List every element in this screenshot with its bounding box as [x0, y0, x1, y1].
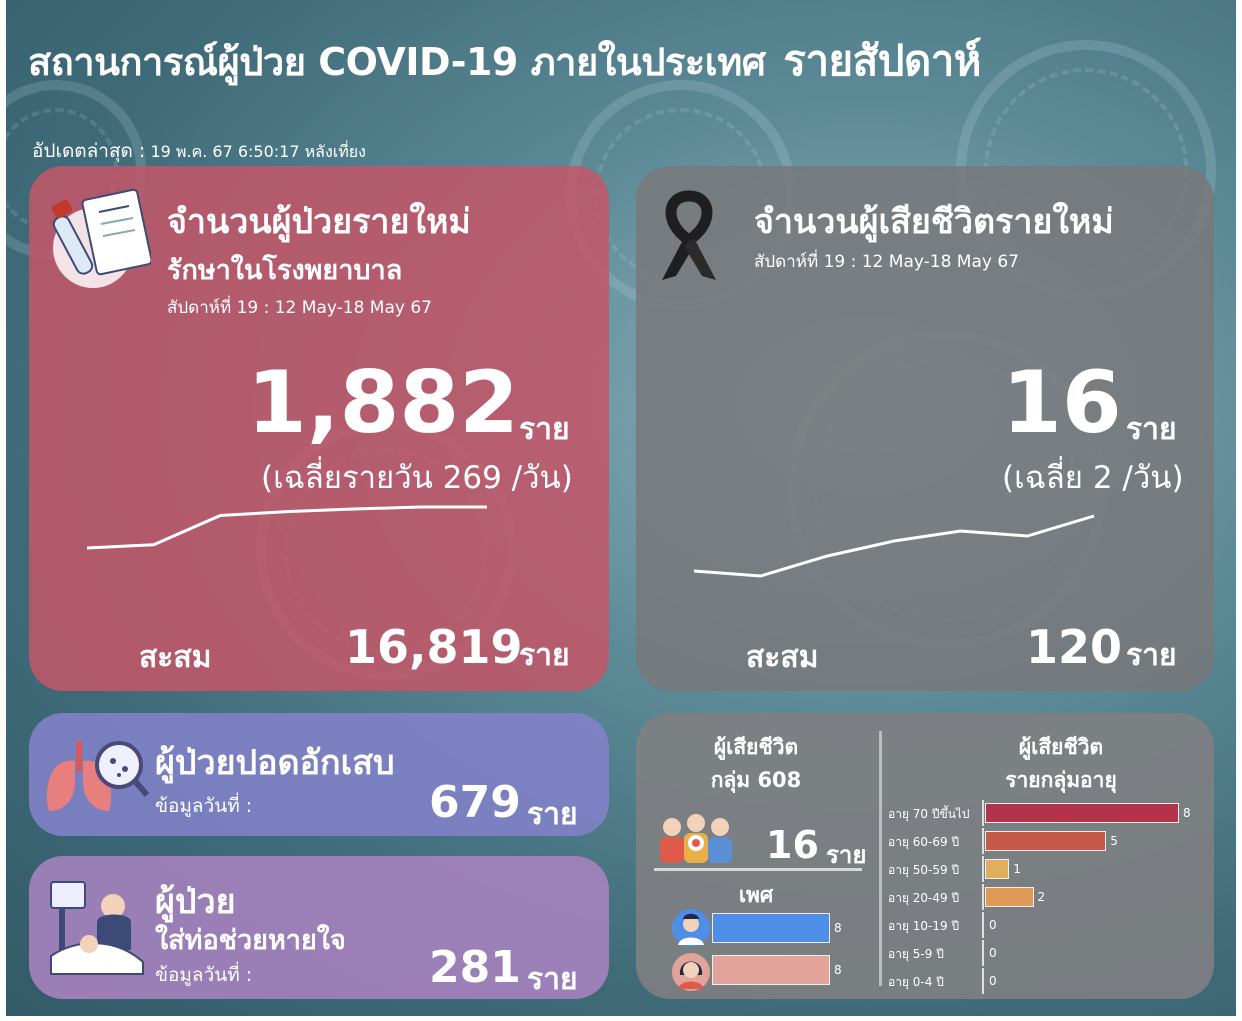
ventilator-card: ผู้ป่วย ใส่ท่อช่วยหายใจ ข้อมูลวันที่ : 2…: [29, 856, 609, 999]
last-update: อัปเดตล่าสุด : 19 พ.ค. 67 6:50:17 หลังเท…: [32, 136, 366, 166]
sex-bar: [712, 955, 830, 985]
pneumonia-unit: ราย: [527, 797, 578, 832]
group608-value: 16: [766, 823, 819, 867]
ventilator-value: 281: [429, 942, 521, 993]
sex-title: เพศ: [738, 883, 774, 907]
divider: [654, 868, 862, 871]
age-bar: [985, 859, 1010, 879]
age-bar-value: 0: [989, 918, 997, 932]
deaths-unit: ราย: [1126, 412, 1177, 447]
group608-title-line1: ผู้เสียชีวิต: [713, 735, 799, 759]
ventilator-patient-icon: [50, 881, 144, 975]
pneumonia-card: ผู้ป่วยปอดอักเสบ ข้อมูลวันที่ : 679 ราย: [29, 713, 609, 836]
cases-week: สัปดาห์ที่ 19 : 12 May-18 May 67: [167, 298, 432, 318]
axis-tick: [982, 912, 984, 938]
axis-tick: [982, 828, 984, 854]
ventilator-unit: ราย: [527, 962, 578, 997]
divider: [879, 731, 882, 986]
age-bar-value: 1: [1013, 862, 1021, 876]
infographic-canvas: สถานการณ์ผู้ป่วย COVID-19 ภายในประเทศ ราย…: [6, 0, 1236, 1016]
ventilator-date-label: ข้อมูลวันที่ :: [155, 964, 253, 986]
deaths-value: 16: [1002, 353, 1122, 453]
cases-cumulative-unit: ราย: [519, 638, 570, 673]
male-avatar-icon: [672, 909, 710, 947]
pneumonia-title: ผู้ป่วยปอดอักเสบ: [155, 743, 395, 783]
age-bar: [985, 803, 1179, 823]
ventilator-title: ผู้ป่วย: [155, 882, 236, 922]
mourning-ribbon-icon: [662, 190, 716, 280]
sex-bar-value: 8: [834, 963, 842, 977]
lungs-icon: [46, 741, 149, 811]
age-label: อายุ 50-59 ปี: [888, 863, 960, 877]
new-cases-card: จำนวนผู้ป่วยรายใหม่ รักษาในโรงพยาบาล สัป…: [29, 166, 609, 691]
deaths-cumulative-unit: ราย: [1126, 638, 1177, 673]
sex-bar: [712, 913, 830, 943]
axis-tick: [982, 884, 984, 910]
title-main: สถานการณ์ผู้ป่วย COVID-19 ภายในประเทศ: [28, 40, 766, 84]
trend-line: [693, 514, 1095, 578]
trend-line: [86, 505, 487, 550]
axis-tick: [982, 968, 984, 994]
axis-tick: [982, 940, 984, 966]
cases-average: (เฉลี่ยรายวัน 269 /วัน): [261, 460, 573, 496]
group608-title-line2: กลุ่ม 608: [710, 768, 802, 792]
pneumonia-value: 679: [429, 777, 521, 828]
cases-value: 1,882: [247, 353, 520, 453]
cases-cumulative-label: สะสม: [139, 640, 212, 675]
axis-tick: [982, 800, 984, 826]
axis-tick: [982, 856, 984, 882]
title-period: รายสัปดาห์: [783, 36, 981, 85]
age-title: ผู้เสียชีวิต รายกลุ่มอายุ: [926, 731, 1196, 797]
ventilator-subtitle: ใส่ท่อช่วยหายใจ: [155, 925, 346, 956]
age-title-line1: ผู้เสียชีวิต: [1018, 735, 1104, 759]
cases-subtitle: รักษาในโรงพยาบาล: [167, 255, 403, 286]
deaths-cumulative-value: 120: [1026, 620, 1123, 674]
age-bar-value: 0: [989, 946, 997, 960]
age-label: อายุ 5-9 ปี: [888, 947, 944, 961]
new-deaths-card: จำนวนผู้เสียชีวิตรายใหม่ สัปดาห์ที่ 19 :…: [636, 166, 1214, 691]
age-bar-value: 5: [1110, 834, 1118, 848]
age-bar-value: 0: [989, 974, 997, 988]
age-bar: [985, 887, 1034, 907]
age-bar: [985, 831, 1107, 851]
update-label: อัปเดตล่าสุด :: [32, 140, 146, 162]
cases-cumulative-value: 16,819: [345, 620, 523, 674]
age-label: อายุ 10-19 ปี: [888, 919, 960, 933]
deaths-week: สัปดาห์ที่ 19 : 12 May-18 May 67: [754, 252, 1019, 272]
age-title-line2: รายกลุ่มอายุ: [1005, 768, 1117, 792]
deaths-cumulative-label: สะสม: [746, 640, 819, 675]
test-report-icon: [51, 188, 151, 288]
deaths-average: (เฉลี่ย 2 /วัน): [1002, 460, 1184, 496]
update-value: 19 พ.ค. 67 6:50:17 หลังเที่ยง: [150, 142, 366, 161]
age-bar-value: 2: [1037, 890, 1046, 904]
cases-title: จำนวนผู้ป่วยรายใหม่: [167, 202, 471, 242]
group608-unit: ราย: [826, 841, 867, 869]
age-label: อายุ 0-4 ปี: [888, 975, 944, 989]
deaths-trend-line: [693, 514, 1095, 578]
group608-title: ผู้เสียชีวิต กลุ่ม 608: [656, 731, 856, 797]
cases-unit: ราย: [519, 412, 570, 447]
elderly-group-icon: [660, 814, 732, 863]
page-title: สถานการณ์ผู้ป่วย COVID-19 ภายในประเทศ ราย…: [28, 28, 981, 94]
age-label: อายุ 70 ปีขึ้นไป: [888, 807, 970, 821]
cases-trend-line: [86, 505, 488, 550]
deaths-title: จำนวนผู้เสียชีวิตรายใหม่: [754, 202, 1114, 242]
age-label: อายุ 20-49 ปี: [888, 891, 960, 905]
age-label: อายุ 60-69 ปี: [888, 835, 960, 849]
sex-bar-value: 8: [834, 921, 842, 935]
female-avatar-icon: [672, 953, 710, 991]
age-bar-value: 8: [1183, 806, 1191, 820]
deaths-breakdown-card: ผู้เสียชีวิต กลุ่ม 608 16 ราย เพศ 8 8 ผู้…: [636, 713, 1214, 999]
pneumonia-date-label: ข้อมูลวันที่ :: [155, 795, 253, 817]
